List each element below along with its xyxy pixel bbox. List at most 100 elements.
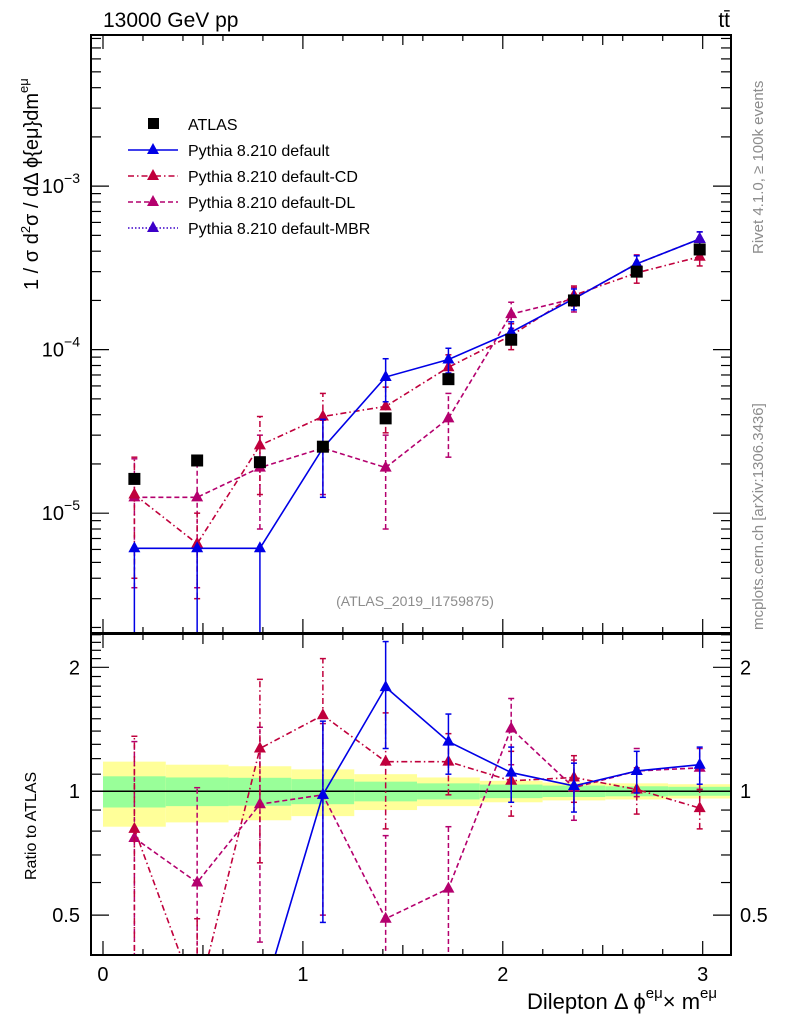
legend-label: Pythia 8.210 default-MBR [188,221,370,238]
data-point [567,294,580,307]
data-point [505,765,518,777]
data-point [191,875,204,887]
mcplots-label: mcplots.cern.ch [arXiv:1306.3436] [750,403,767,630]
y-tick-label: 10−4 [42,334,80,362]
main-panel-series [128,231,706,633]
legend-entry: Pythia 8.210 default-CD [128,169,358,186]
main-y-axis-label: 1 / σ d2σ / dΔ ϕ{eμ}dmeμ [16,78,43,290]
data-point [316,440,329,453]
data-point [128,541,141,553]
data-point [379,754,392,766]
main-series-atlas [128,243,706,485]
data-point [128,830,141,842]
data-point [442,352,455,364]
data-point [630,265,643,278]
main-series-pythia-8-210-default [128,231,706,633]
series-line [274,685,700,955]
data-point [253,456,266,469]
legend-marker-square [148,118,159,129]
ratio-y-tick-label-left: 0.5 [52,905,80,927]
y-tick-label: 10−3 [42,170,80,198]
data-point [191,994,203,1005]
svg-text:Dilepton Δ ϕeμ× meμ: Dilepton Δ ϕeμ× meμ [527,985,717,1014]
ratio-y-tick-label-right: 0.5 [740,905,768,927]
data-point [253,541,266,553]
data-point [567,778,580,790]
data-point [379,399,392,411]
data-point [379,460,392,472]
x-tick-label: 0 [97,964,108,986]
main-frame [90,34,732,634]
legend-label: ATLAS [188,117,238,134]
data-point [191,454,204,467]
analysis-id-label: (ATLAS_2019_I1759875) [336,593,494,609]
x-axis-label: Dilepton Δ ϕeμ× meμ [527,985,717,1014]
data-point [379,680,392,692]
ratio-y-tick-label-right: 2 [740,657,751,679]
data-point [693,232,706,244]
ratio-y-tick-label-left: 1 [69,781,80,803]
legend-entry: ATLAS [148,117,238,134]
data-point [191,1005,203,1016]
data-point [316,409,329,421]
data-point [253,741,266,753]
data-point [128,957,140,968]
data-point [379,412,392,425]
data-point [693,243,706,256]
data-point [379,911,392,923]
header-energy-label: 13000 GeV pp [103,9,238,32]
data-point [693,757,706,769]
data-point [630,256,643,268]
data-point [253,797,266,809]
ratio-series-pythia-8-210-default [128,640,706,1016]
x-tick-label: 1 [297,964,308,986]
series-line [133,714,700,955]
legend-label: Pythia 8.210 default [188,143,330,160]
data-point [191,490,204,502]
data-point [128,821,141,833]
series-line [133,727,700,920]
header-process-label: tt̄ [718,9,730,32]
ratio-y-tick-label-left: 2 [69,657,80,679]
data-point [442,373,455,386]
ratio-series-pythia-8-210-default-dl [128,697,706,955]
data-point [253,438,266,450]
data-point [630,763,643,775]
data-point [128,472,141,485]
data-point [254,999,266,1010]
data-point [379,370,392,382]
svg-text:1 / σ d2σ / dΔ ϕ{eμ}dmeμ: 1 / σ d2σ / dΔ ϕ{eμ}dmeμ [16,78,43,290]
main-series-pythia-8-210-default-cd [128,247,706,600]
legend-entry: Pythia 8.210 default [128,143,330,160]
legend-label: Pythia 8.210 default-CD [188,169,358,186]
x-tick-label: 2 [497,964,508,986]
y-tick-label: 10−5 [42,497,80,525]
data-point [505,721,518,733]
legend-label: Pythia 8.210 default-DL [188,195,355,212]
data-point [128,487,141,499]
ratio-y-tick-label-right: 1 [740,781,751,803]
data-point [191,541,204,553]
data-point [693,801,706,813]
data-point [505,333,518,346]
x-tick-label: 3 [697,964,708,986]
series-line [134,238,700,499]
legend-entry: Pythia 8.210 default-DL [128,195,355,212]
main-series-pythia-8-210-default-dl [128,231,706,589]
data-point [316,787,329,799]
data-point [442,411,455,423]
legend: ATLAS Pythia 8.210 default Pythia 8.210 de… [128,117,370,238]
rivet-version-label: Rivet 4.1.0, ≥ 100k events [750,81,767,254]
data-point [316,708,329,720]
data-point [505,325,518,337]
legend-marker-triangle [147,195,159,206]
data-point [505,307,518,319]
ratio-panel-series [128,640,706,1016]
legend-marker-triangle [147,143,159,154]
axes: 0 1 2 3 10−3 10−4 10−5 2 2 1 1 0.5 0.5 [42,34,768,986]
legend-entry: Pythia 8.210 default-MBR [128,221,370,238]
main-series-pythia-8-210-default-mbr [693,232,706,244]
data-point [442,734,455,746]
series-line [133,255,700,545]
